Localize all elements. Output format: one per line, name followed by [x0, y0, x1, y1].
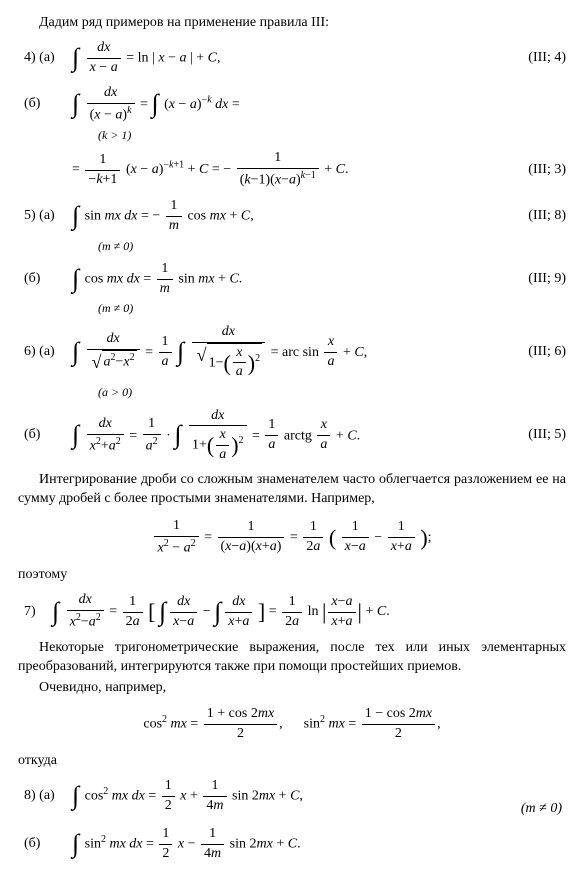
poetomu: поэтому [18, 566, 566, 585]
cond-4b: (k > 1) [98, 127, 566, 143]
eq-7: ∫ dxx2−a2 = 12a [ ∫dxx−a − ∫dxx+a ] = 12… [52, 591, 566, 632]
ref-4b: (III; 3) [510, 161, 566, 180]
para-4: Очевидно, например, [18, 679, 566, 698]
label-4a: 4) (а) [18, 49, 72, 68]
cond-5b: (m ≠ 0) [98, 300, 566, 316]
intro-text: Дадим ряд примеров на применение правила… [18, 14, 566, 33]
ref-6b: (III; 5) [510, 426, 566, 445]
para-2: Интегрирование дроби со сложным знаменат… [18, 471, 566, 509]
cond-6a: (a > 0) [98, 384, 566, 400]
item-6b: (б) ∫ dxx2+a2 = 1a2 · ∫ dx1+(xa)2 = 1a a… [18, 407, 566, 466]
label-5b: (б) [18, 270, 72, 289]
item-6a: 6) (а) ∫ dxa2−x2 = 1a ∫ dx1−(xa)2 = arc … [18, 323, 566, 383]
ref-6a: (III; 6) [510, 343, 566, 362]
eq-8a: ∫ cos2 mx dx = 12 x + 14m sin 2mx + C, [72, 777, 510, 816]
item-7: 7) ∫ dxx2−a2 = 12a [ ∫dxx−a − ∫dxx+a ] =… [18, 591, 566, 632]
label-6a: 6) (а) [18, 343, 72, 362]
label-4b: (б) [18, 95, 72, 114]
otkuda: откуда [18, 752, 566, 771]
ref-5a: (III; 8) [510, 207, 566, 226]
eq-5b: ∫ cos mx dx = 1m sin mx + C. [72, 260, 510, 299]
eq-5a: ∫ sin mx dx = − 1m cos mx + C, [72, 197, 510, 236]
eq-6a: ∫ dxa2−x2 = 1a ∫ dx1−(xa)2 = arc sin xa … [72, 323, 510, 383]
label-8a: 8) (а) [18, 787, 72, 806]
para-3: Некоторые тригонометрические выражения, … [18, 639, 566, 677]
label-5a: 5) (а) [18, 207, 72, 226]
cond-5a: (m ≠ 0) [98, 238, 566, 254]
label-8b: (б) [18, 835, 72, 854]
item-5a: 5) (а) ∫ sin mx dx = − 1m cos mx + C, (I… [18, 197, 566, 236]
item-4b-line2: = 1−k+1 (x − a)−k+1 + C = − 1(k−1)(x−a)k… [18, 149, 566, 190]
item-4b-line1: (б) ∫ dx(x − a)k = ∫ (x − a)−k dx = [18, 84, 566, 125]
label-7: 7) [18, 603, 52, 622]
item-8a: 8) (а) ∫ cos2 mx dx = 12 x + 14m sin 2mx… [18, 777, 566, 816]
ref-5b: (III; 9) [510, 270, 566, 289]
item-8b: (б) ∫ sin2 mx dx = 12 x − 14m sin 2mx + … [18, 825, 566, 864]
eq-8b: ∫ sin2 mx dx = 12 x − 14m sin 2mx + C. [72, 825, 510, 864]
ref-4a: (III; 4) [510, 49, 566, 68]
eq-6b: ∫ dxx2+a2 = 1a2 · ∫ dx1+(xa)2 = 1a arctg… [72, 407, 510, 466]
item-4a: 4) (а) ∫ dxx − a = ln | x − a | + C, (II… [18, 39, 566, 78]
eq-4b-line1: ∫ dx(x − a)k = ∫ (x − a)−k dx = [72, 84, 510, 125]
item-5b: (б) ∫ cos mx dx = 1m sin mx + C. (III; 9… [18, 260, 566, 299]
label-6b: (б) [18, 426, 72, 445]
eq-4a: ∫ dxx − a = ln | x − a | + C, [72, 39, 510, 78]
eq-4b-line2: = 1−k+1 (x − a)−k+1 + C = − 1(k−1)(x−a)k… [72, 149, 510, 190]
partial-fraction: 1x2 − a2 = 1(x−a)(x+a) = 12a ( 1x−a − 1x… [18, 517, 566, 558]
trig-identities: cos2 mx = 1 + cos 2mx2, sin2 mx = 1 − co… [18, 705, 566, 744]
